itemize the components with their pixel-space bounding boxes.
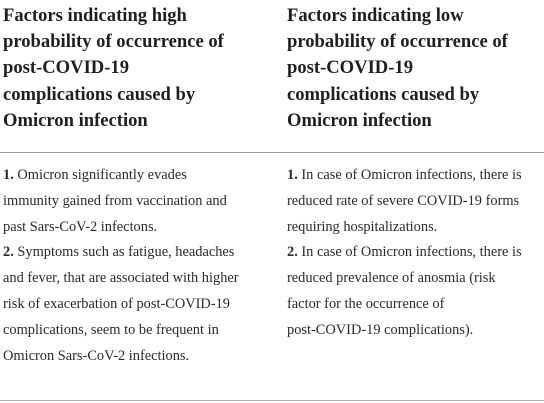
item-text: requiring hospitalizations. [287, 218, 438, 235]
item-text: and fever, that are associated with high… [3, 270, 239, 287]
header-line: Omicron infection [287, 109, 432, 131]
item-text: In case of Omicron infections, there is [297, 244, 522, 261]
item-text: past Sars-CoV-2 infectons. [3, 218, 158, 235]
header-line: complications caused by [3, 83, 196, 105]
item-text: complications, seem to be frequent in [3, 321, 219, 338]
item-text: Omicron Sars-CoV-2 infections. [3, 347, 190, 364]
header-line: Factors indicating high [3, 5, 187, 26]
column-header: Factors indicating high probability of o… [3, 3, 224, 134]
item-text: factor for the occurrence of [287, 295, 445, 312]
header-line: probability of occurrence of [3, 31, 224, 53]
column-header: Factors indicating low probability of oc… [287, 3, 508, 134]
body-line: 1. In case of Omicron infections, there … [287, 163, 522, 189]
body-line: reduced prevalence of anosmia (risk [287, 266, 522, 292]
header-divider [0, 152, 544, 153]
body-line: Omicron Sars-CoV-2 infections. [3, 344, 239, 370]
body-line: 2. In case of Omicron infections, there … [287, 240, 522, 266]
item-text: immunity gained from vaccination and [3, 192, 227, 209]
item-number: 2. [287, 244, 298, 261]
item-number: 1. [287, 167, 298, 183]
body-line: immunity gained from vaccination and [3, 189, 239, 215]
body-line: reduced rate of severe COVID-19 forms [287, 189, 522, 215]
column-body: 1. Omicron significantly evades immunity… [3, 163, 239, 369]
column-body: 1. In case of Omicron infections, there … [287, 163, 522, 344]
header-line: probability of occurrence of [287, 31, 508, 53]
header-line: Factors indicating low [287, 5, 464, 26]
body-line: 1. Omicron significantly evades [3, 163, 239, 189]
item-text: reduced prevalence of anosmia (risk [287, 270, 496, 287]
table-bottom-rule [0, 400, 544, 401]
header-line: Omicron infection [3, 109, 148, 131]
item-number: 1. [3, 167, 14, 183]
header-line: complications caused by [287, 83, 480, 105]
body-line: post-COVID-19 complications). [287, 318, 522, 344]
body-line: factor for the occurrence of [287, 292, 522, 318]
body-line: complications, seem to be frequent in [3, 318, 239, 344]
body-line: requiring hospitalizations. [287, 215, 522, 241]
item-text: In case of Omicron infections, there is [297, 167, 522, 183]
item-text: Omicron significantly evades [13, 167, 187, 183]
body-line: and fever, that are associated with high… [3, 266, 239, 292]
body-line: past Sars-CoV-2 infectons. [3, 215, 239, 241]
body-line: risk of exacerbation of post-COVID-19 [3, 292, 239, 318]
item-text: post-COVID-19 complications). [287, 321, 474, 338]
item-text: reduced rate of severe COVID-19 forms [287, 192, 520, 209]
item-text: risk of exacerbation of post-COVID-19 [3, 295, 230, 312]
header-line: post-COVID-19 [287, 57, 414, 79]
item-text: Symptoms such as fatigue, headaches [13, 244, 235, 261]
item-number: 2. [3, 244, 14, 261]
header-line: post-COVID-19 [3, 57, 130, 79]
body-line: 2. Symptoms such as fatigue, headaches [3, 240, 239, 266]
